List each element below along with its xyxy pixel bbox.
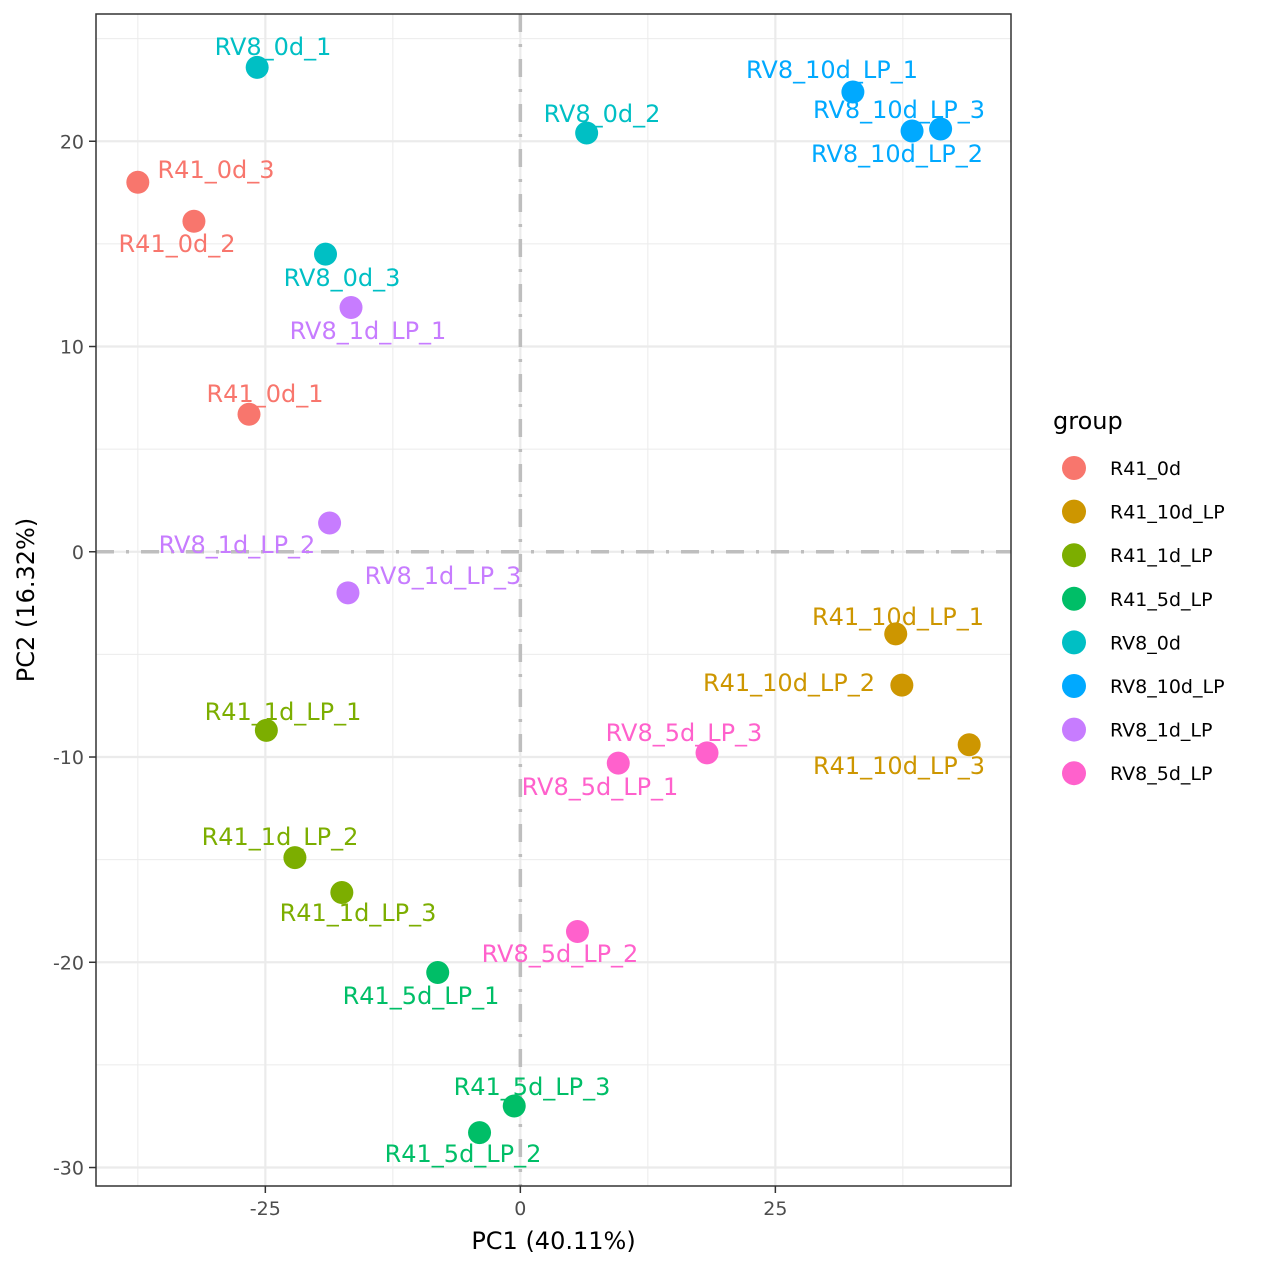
data-point (314, 242, 338, 266)
point-label: R41_10d_LP_1 (812, 603, 984, 631)
data-point (890, 673, 914, 697)
reference-lines (96, 14, 1011, 1186)
data-point (575, 121, 599, 145)
gridlines (96, 14, 1011, 1186)
x-tick-label: -25 (250, 1198, 281, 1220)
legend-key-r41-1d-lp (1062, 543, 1086, 568)
data-point (254, 718, 278, 742)
point-label: R41_10d_LP_3 (813, 752, 985, 780)
y-axis: -30 -20 -10 0 10 20 (53, 131, 96, 1180)
y-tick-label: -20 (53, 952, 84, 974)
legend-label: R41_10d_LP (1110, 502, 1225, 524)
legend-label: R41_1d_LP (1110, 545, 1213, 567)
data-point (957, 733, 981, 757)
data-point (330, 880, 354, 904)
point-label: RV8_1d_LP_1 (290, 317, 447, 345)
x-tick-label: 25 (763, 1198, 787, 1220)
y-tick-label: 20 (60, 131, 84, 153)
point-label: RV8_0d_1 (215, 33, 332, 61)
data-point (339, 296, 363, 320)
point-label: R41_1d_LP_2 (202, 823, 359, 851)
data-point (283, 846, 307, 870)
legend-title: group (1053, 407, 1123, 435)
data-point (606, 751, 630, 775)
data-point (336, 581, 360, 605)
legend-key-rv8-1d-lp (1062, 717, 1086, 742)
point-label: R41_5d_LP_2 (385, 1140, 542, 1168)
legend-key-r41-5d-lp (1062, 586, 1086, 611)
x-tick-label: 0 (514, 1198, 526, 1220)
panel-border (95, 13, 1012, 1187)
data-point (426, 961, 450, 985)
point-label: R41_10d_LP_2 (703, 669, 875, 697)
legend: group R41_0d R41_10d_LP R41_1d_LP R41_5d_LP… (1053, 407, 1225, 786)
point-label: RV8_5d_LP_1 (522, 773, 679, 801)
x-axis: -25 0 25 (250, 1186, 787, 1220)
point-label: RV8_0d_2 (544, 100, 661, 128)
legend-label: RV8_0d (1110, 632, 1181, 654)
legend-key-r41-10d-lp (1062, 499, 1086, 524)
legend-key-rv8-10d-lp (1062, 674, 1086, 698)
legend-key-r41-0d (1062, 456, 1086, 480)
data-points (126, 55, 981, 1145)
data-point (182, 209, 206, 233)
point-label: RV8_0d_3 (284, 264, 401, 292)
point-label: RV8_1d_LP_2 (159, 531, 316, 559)
data-point (126, 170, 150, 194)
point-label: R41_1d_LP_3 (280, 899, 437, 927)
point-label: RV8_10d_LP_3 (813, 96, 985, 124)
y-axis-title: PC2 (16.32%) (12, 518, 40, 682)
legend-key-rv8-0d (1062, 630, 1086, 655)
data-point (565, 919, 589, 943)
data-point (502, 1094, 526, 1118)
legend-label: R41_0d (1110, 458, 1181, 480)
point-label: R41_0d_1 (207, 380, 324, 408)
y-tick-label: -10 (53, 747, 84, 769)
y-tick-label: 10 (60, 337, 84, 359)
x-axis-title: PC1 (40.11%) (471, 1227, 635, 1255)
point-label: R41_5d_LP_3 (454, 1073, 611, 1101)
point-label: RV8_10d_LP_2 (811, 140, 983, 168)
data-point (929, 117, 953, 141)
point-label: RV8_5d_LP_3 (606, 719, 763, 747)
data-point (245, 55, 269, 79)
point-label: R41_0d_3 (158, 156, 275, 184)
legend-label: RV8_1d_LP (1110, 720, 1212, 742)
point-label: RV8_10d_LP_1 (746, 56, 918, 84)
data-point (237, 402, 261, 426)
data-point (884, 622, 908, 646)
point-label: R41_1d_LP_1 (205, 698, 362, 726)
data-point (841, 80, 865, 104)
point-label: R41_5d_LP_1 (343, 982, 500, 1010)
point-label: RV8_5d_LP_2 (482, 940, 639, 968)
data-point (468, 1121, 492, 1145)
y-tick-label: -30 (53, 1158, 84, 1180)
legend-label: RV8_10d_LP (1110, 676, 1225, 698)
legend-key-rv8-5d-lp (1062, 761, 1086, 786)
y-tick-label: 0 (72, 542, 84, 564)
data-point (318, 511, 342, 535)
point-label: R41_0d_2 (119, 230, 236, 258)
point-label: RV8_1d_LP_3 (365, 562, 522, 590)
point-labels: RV8_0d_1 RV8_0d_2 RV8_0d_3 R41_0d_3 R41_0d_2… (119, 33, 986, 1168)
data-point (695, 741, 719, 765)
legend-label: R41_5d_LP (1110, 589, 1213, 611)
data-point (900, 119, 924, 143)
legend-label: RV8_5d_LP (1110, 763, 1212, 785)
